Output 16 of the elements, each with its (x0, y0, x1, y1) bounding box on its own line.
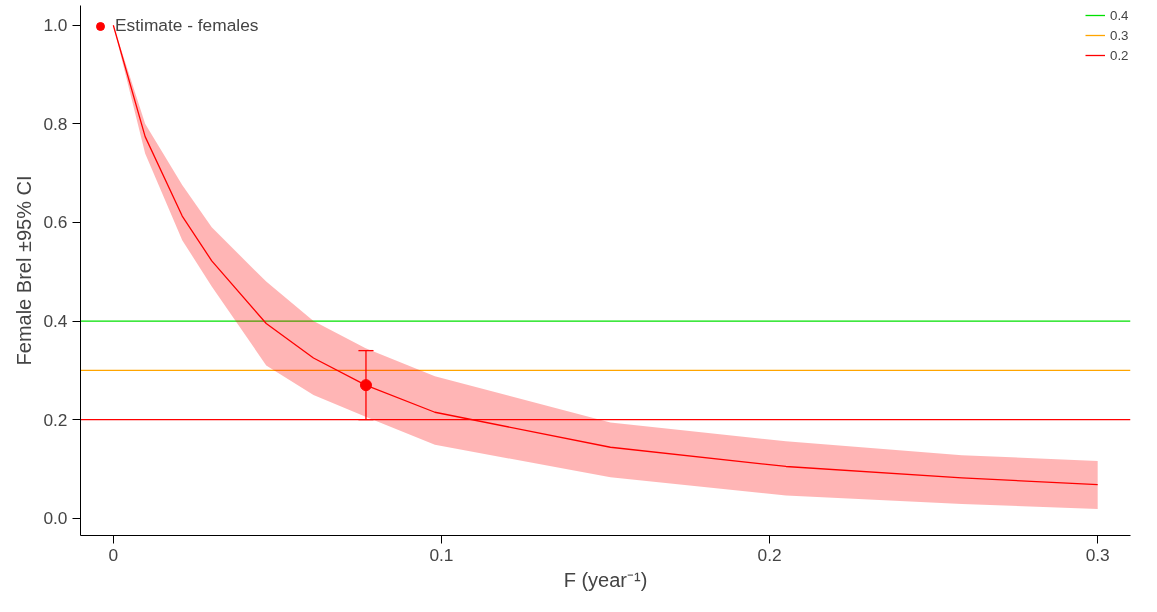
x-axis-title: F (year⁻¹) (563, 568, 648, 591)
y-tick-label: 0.8 (43, 113, 68, 134)
x-tick-label: 0.3 (1085, 544, 1110, 565)
x-tick-label: 0 (108, 544, 119, 565)
y-tick-label: 0.4 (43, 311, 68, 332)
legend-label: 0.3 (1110, 27, 1130, 43)
x-tick-label: 0.2 (757, 544, 782, 565)
legend-label: 0.4 (1110, 7, 1130, 23)
x-tick-label: 0.1 (429, 544, 454, 565)
legend-label: Estimate - females (115, 15, 259, 36)
legend-label: 0.2 (1110, 47, 1130, 63)
y-tick-label: 0.6 (43, 212, 68, 233)
y-tick-label: 0.0 (43, 508, 68, 529)
y-tick-label: 0.2 (43, 409, 68, 430)
y-tick-label: 1.0 (43, 15, 68, 36)
y-axis-title: Female Brel ±95% CI (13, 175, 36, 366)
